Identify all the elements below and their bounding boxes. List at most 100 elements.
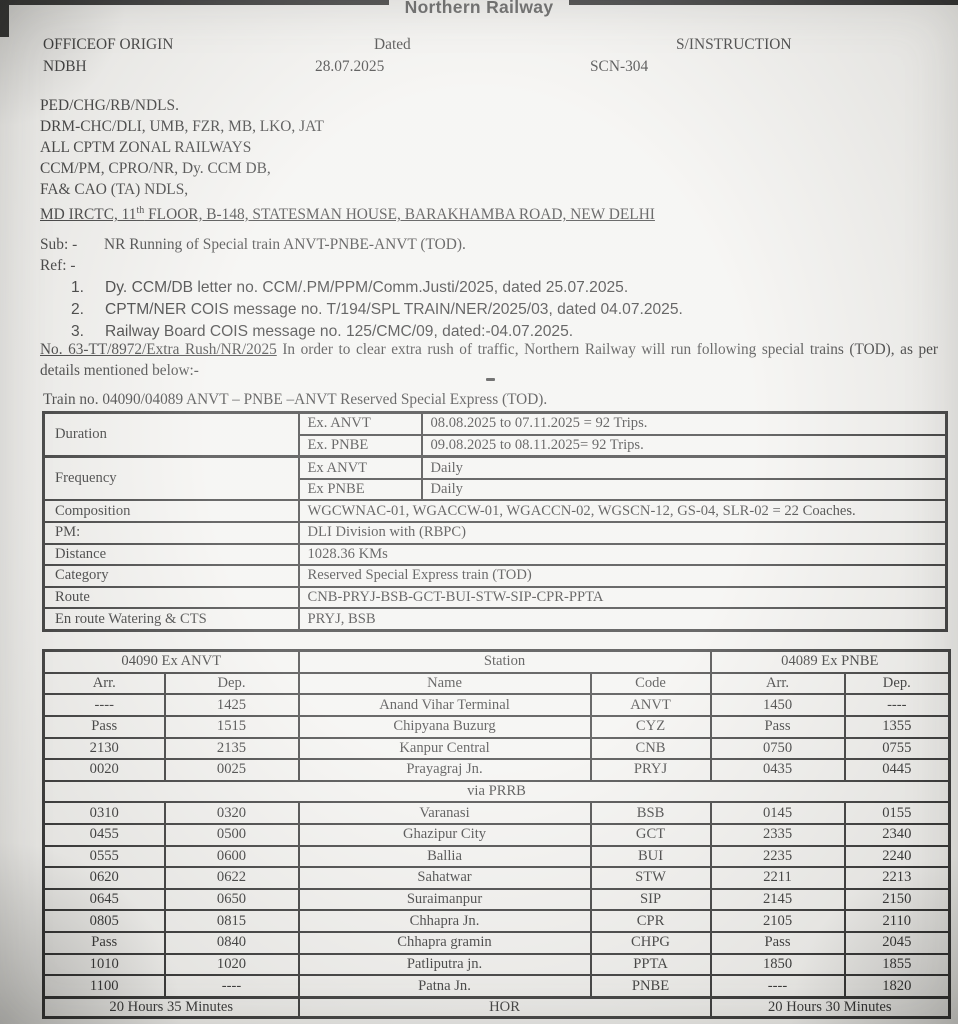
station-row: Pass 1515 Chipyana Buzurg CYZ Pass 1355 (42, 714, 951, 739)
station-row: ---- 1425 Anand Vihar Terminal ANVT 1450 ---- (42, 693, 951, 717)
group-header-station: Station (297, 649, 712, 674)
station-row: 1100 ---- Patna Jn. PNBE ---- 1820 (42, 974, 951, 999)
md-suffix: FLOOR, B-148, STATESMAN HOUSE, BARAKHAMB… (144, 206, 655, 224)
arr-04090-cell: Pass (42, 931, 166, 955)
train-info-table: Duration Ex. ANVT 08.08.2025 to 07.11.20… (42, 411, 948, 632)
info-label: Distance (42, 542, 300, 567)
arr-04089-cell: 2145 (709, 887, 846, 912)
info-value: CNB-PRYJ-BSB-GCT-BUI-STW-SIP-CPR-PPTA (297, 585, 948, 610)
subject-text: NR Running of Special train ANVT-PNBE-AN… (104, 236, 466, 253)
info-value: DLI Division with (RBPC) (297, 521, 948, 545)
station-name-cell: Suraimanpur (297, 887, 592, 912)
dep-04089-cell: 2340 (843, 822, 951, 847)
info-value: Reserved Special Express train (TOD) (297, 564, 948, 588)
dep-04089-cell: 2213 (843, 866, 951, 890)
station-code-cell: CYZ (589, 714, 712, 739)
station-row: 0645 0650 Suraimanpur SIP 2145 2150 (42, 887, 951, 912)
info-row: Route CNB-PRYJ-BSB-GCT-BUI-STW-SIP-CPR-PP… (42, 585, 948, 610)
order-paragraph: No. 63-TT/8972/Extra Rush/NR/2025 In ord… (40, 340, 938, 381)
info-row: Composition WGCWNAC-01, WGACCW-01, WGACCN… (42, 499, 948, 524)
station-name-cell: Ballia (297, 844, 592, 869)
station-code-cell: CNB (589, 736, 712, 761)
dep-04090-cell: 0815 (163, 909, 300, 933)
station-row: 0620 0622 Sahatwar STW 2211 2213 (42, 866, 951, 890)
photo-corner-mark (0, 0, 9, 37)
station-name-cell: Kanpur Central (297, 736, 592, 761)
duration-row-1: Duration Ex. ANVT 08.08.2025 to 07.11.20… (42, 411, 948, 458)
duration-key-anvt: Ex. ANVT (297, 411, 423, 436)
arr-04090-cell: 1010 (42, 952, 166, 977)
arr-04090-cell: 1100 (42, 974, 166, 999)
arr-04090-cell: 0645 (42, 887, 166, 912)
info-simple-rows: Composition WGCWNAC-01, WGACCW-01, WGACCN… (42, 499, 948, 632)
dep-04090-cell: 1425 (163, 693, 300, 717)
addressee-line: FA& CAO (TA) NDLS, (40, 181, 189, 198)
station-name-cell: Chhapra gramin (297, 931, 592, 955)
subject-line: Sub: - NR Running of Special train ANVT-P… (40, 236, 466, 254)
info-row: Distance 1028.36 KMs (42, 542, 948, 567)
arr-04089-cell: 2335 (709, 822, 846, 847)
arr-04089-cell: 0750 (709, 736, 846, 761)
station-name-cell: Varanasi (297, 801, 592, 825)
dep-04090-cell: 0622 (163, 866, 300, 890)
hor-label: HOR (297, 996, 712, 1019)
timetable-footer: 20 Hours 35 Minutes HOR 20 Hours 30 Minu… (42, 996, 951, 1019)
addressee-block: PED/CHG/RB/NDLS. DRM-CHC/DLI, UMB, FZR, M… (40, 95, 655, 225)
reference-label: Ref: - (40, 257, 76, 274)
reference-number: 2. (71, 301, 85, 318)
md-superscript: th (136, 205, 145, 216)
reference-item: 2. CPTM/NER COIS message no. T/194/SPL TR… (71, 299, 683, 321)
station-name-cell: Chipyana Buzurg (297, 714, 592, 739)
dep-04089-cell: 2045 (843, 931, 951, 955)
dep-04089-cell: 1855 (843, 952, 951, 977)
col-header-arr-1: Arr. (42, 671, 166, 696)
dep-04090-cell: 0600 (163, 844, 300, 869)
frequency-key-pnbe: Ex PNBE (297, 477, 423, 502)
duration-value-pnbe: 09.08.2025 to 08.11.2025= 92 Trips. (420, 433, 948, 458)
arr-04090-cell: 0020 (42, 758, 166, 782)
duration-label: Duration (42, 411, 300, 458)
station-code-cell: SIP (589, 887, 712, 912)
info-row: En route Watering & CTS PRYJ, BSB (42, 607, 948, 632)
reference-text: CPTM/NER COIS message no. T/194/SPL TRAI… (105, 301, 683, 318)
arr-04089-cell: 1850 (709, 952, 846, 977)
station-name-cell: Prayagraj Jn. (297, 758, 592, 782)
station-name-cell: Sahatwar (297, 866, 592, 890)
arr-04089-cell: 2211 (709, 866, 846, 890)
arr-04090-cell: 0620 (42, 866, 166, 890)
dep-04089-cell: 1355 (843, 714, 951, 739)
dep-04089-cell: 2150 (843, 887, 951, 912)
frequency-row-1: Frequency Ex ANVT Daily (42, 455, 948, 502)
col-header-code: Code (589, 671, 712, 696)
station-code-cell: BSB (589, 801, 712, 825)
duration-key-pnbe: Ex. PNBE (297, 433, 423, 458)
dep-04090-cell: 1515 (163, 714, 300, 739)
addressee-line: PED/CHG/RB/NDLS. (40, 97, 179, 114)
group-header-04089: 04089 Ex PNBE (709, 649, 951, 674)
station-code-cell: BUI (589, 844, 712, 869)
frequency-label: Frequency (42, 455, 300, 502)
dep-04089-cell: 0445 (843, 758, 951, 782)
group-header-04090: 04090 Ex ANVT (42, 649, 300, 674)
timetable-body: ---- 1425 Anand Vihar Terminal ANVT 1450 ----… (41, 693, 952, 999)
info-row: Category Reserved Special Express train (… (42, 564, 948, 588)
train-heading: Train no. 04090/04089 ANVT – PNBE –ANVT … (43, 391, 548, 408)
reference-text: Dy. CCM/DB letter no. CCM/.PM/PPM/Comm.J… (105, 279, 629, 296)
addressee-line: ALL CPTM ZONAL RAILWAYS (40, 139, 252, 156)
via-row: via PRRB (41, 779, 952, 804)
station-row: 0805 0815 Chhapra Jn. CPR 2105 2110 (42, 909, 951, 933)
station-code-cell: CHPG (589, 931, 712, 955)
s-instruction-value: SCN-304 (590, 58, 649, 75)
station-code-cell: CPR (589, 909, 712, 933)
station-row: 1010 1020 Patliputra jn. PPTA 1850 1855 (42, 952, 951, 977)
station-row: 0020 0025 Prayagraj Jn. PRYJ 0435 0445 (42, 758, 951, 782)
arr-04089-cell: 2235 (709, 844, 846, 869)
arr-04089-cell: 0145 (709, 801, 846, 825)
frequency-key-anvt: Ex ANVT (297, 455, 423, 480)
station-name-cell: Chhapra Jn. (297, 909, 592, 933)
arr-04089-cell: 2105 (709, 909, 846, 933)
info-value: PRYJ, BSB (297, 607, 948, 632)
station-row: 0310 0320 Varanasi BSB 0145 0155 (42, 801, 951, 825)
md-prefix: MD IRCTC, 11 (40, 206, 137, 224)
